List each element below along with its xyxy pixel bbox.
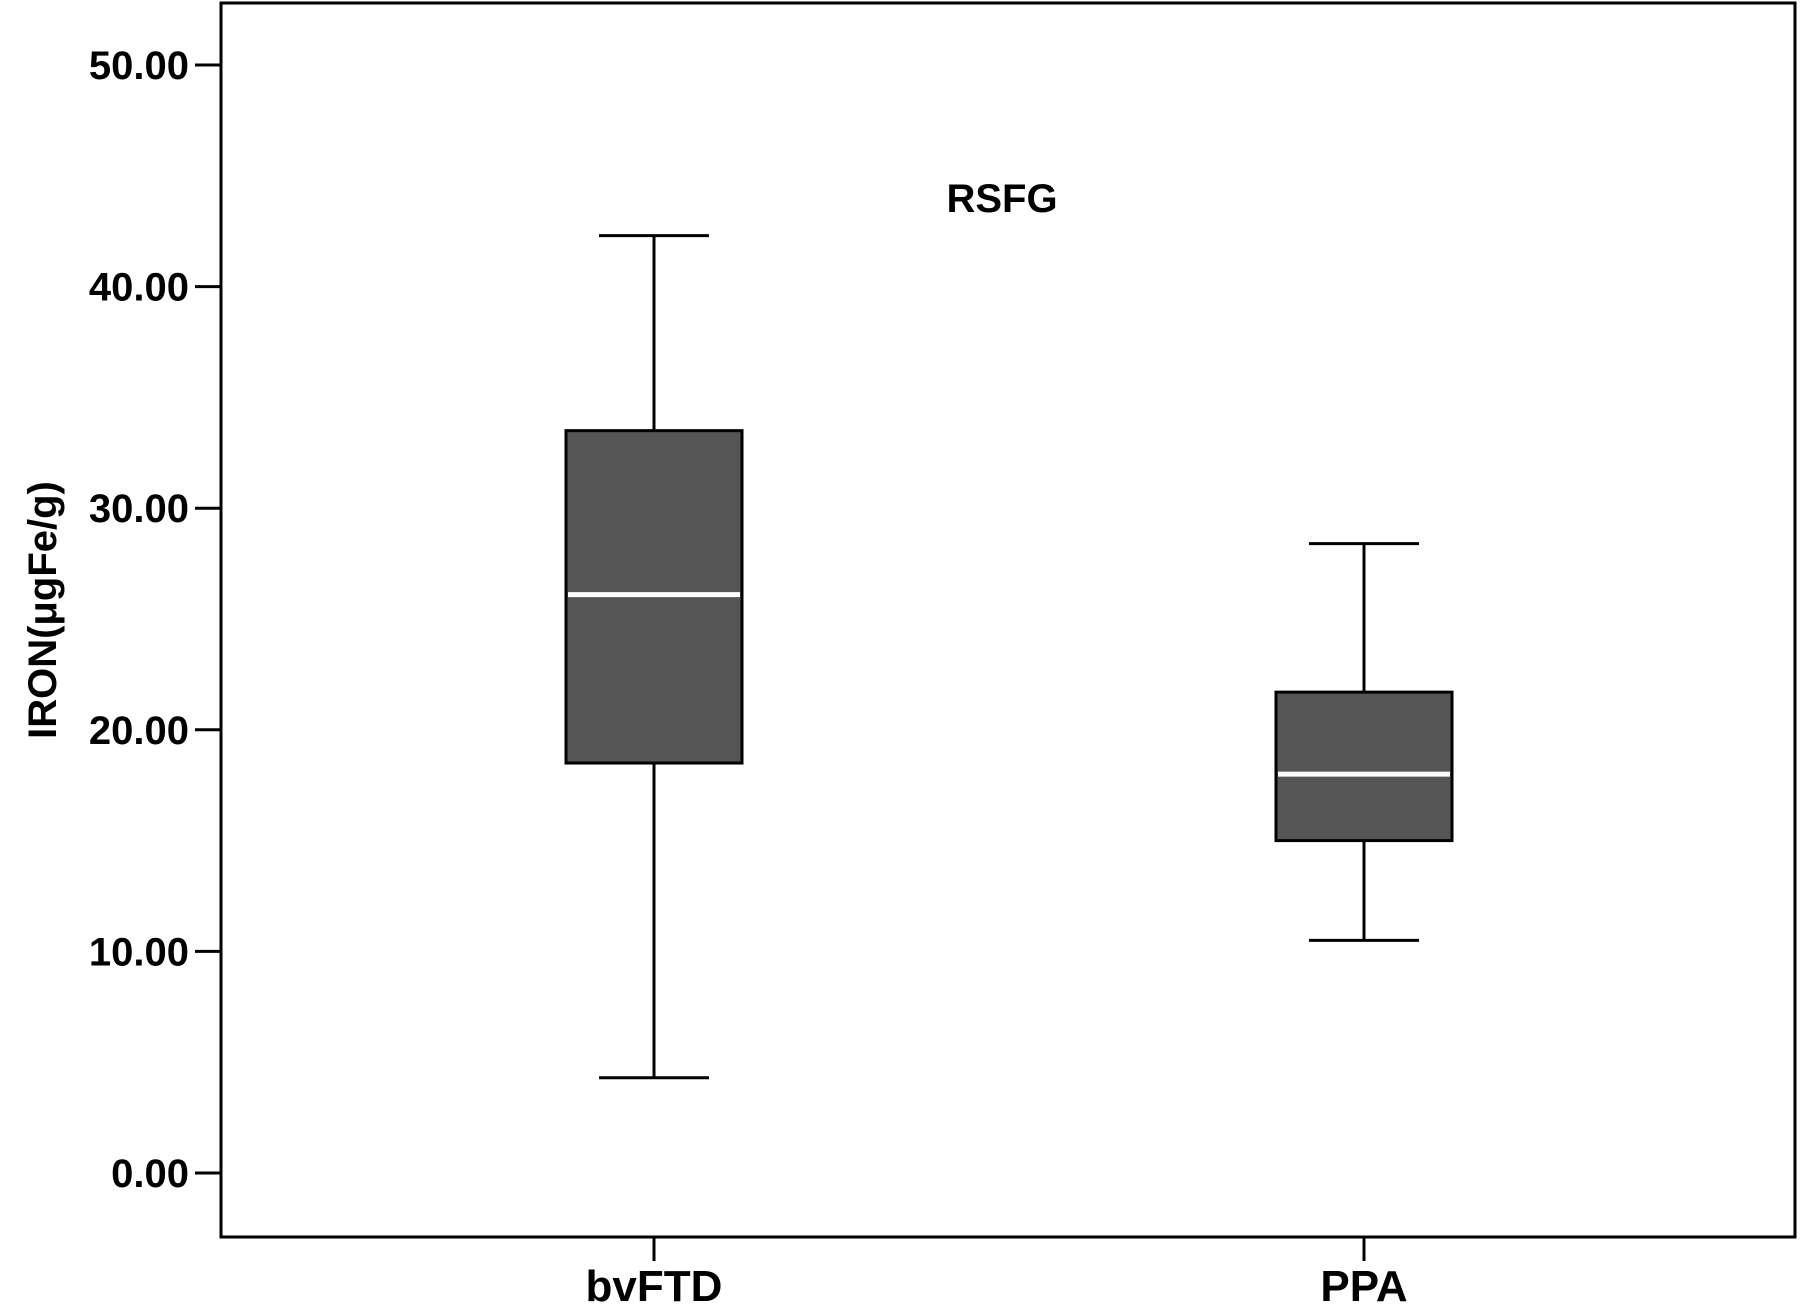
y-axis-title: IRON(μgFe/g)	[21, 481, 65, 739]
box-PPA	[1274, 542, 1454, 942]
y-tick-label: 40.00	[89, 266, 189, 310]
y-axis: 0.00 10.00 20.00 30.00 40.00 50.00	[89, 44, 221, 1196]
box-series	[564, 234, 1454, 1080]
y-tick-label: 30.00	[89, 487, 189, 531]
box-bvFTD	[564, 234, 744, 1080]
x-axis: bvFTD PPA	[586, 1237, 1408, 1310]
y-tick-label: 20.00	[89, 709, 189, 753]
plot-frame	[219, 1, 1797, 1239]
y-tick-label: 10.00	[89, 930, 189, 974]
y-tick-label: 0.00	[111, 1152, 189, 1196]
x-tick-label: PPA	[1320, 1262, 1407, 1305]
y-tick-label: 50.00	[89, 44, 189, 88]
x-tick-label: bvFTD	[586, 1262, 723, 1305]
chart-title: RSFG	[946, 177, 1057, 221]
iqr-box	[1274, 690, 1454, 843]
